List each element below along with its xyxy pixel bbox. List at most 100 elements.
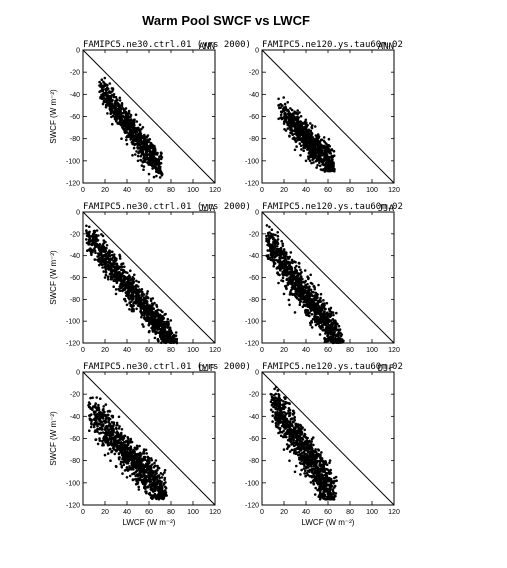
data-point <box>283 114 287 117</box>
data-point <box>289 289 293 292</box>
data-point <box>160 488 164 491</box>
data-point <box>321 306 325 310</box>
data-point <box>151 478 154 481</box>
data-point <box>288 303 291 307</box>
data-point <box>132 146 136 150</box>
data-point <box>145 306 148 309</box>
data-point <box>150 322 153 326</box>
data-point <box>284 269 287 272</box>
data-point <box>102 270 105 273</box>
data-point <box>308 149 312 152</box>
data-point <box>89 425 93 429</box>
data-point <box>99 82 103 86</box>
data-point <box>129 304 132 308</box>
data-point <box>148 475 152 479</box>
data-point <box>332 161 335 164</box>
data-point <box>292 281 295 284</box>
data-point <box>98 437 101 440</box>
data-point <box>145 452 148 455</box>
data-point <box>279 113 283 117</box>
data-point <box>125 284 129 288</box>
data-point <box>135 120 139 123</box>
data-point <box>93 229 96 233</box>
data-point <box>103 262 106 265</box>
data-point <box>115 270 118 274</box>
data-point <box>142 479 145 482</box>
data-point <box>159 324 162 328</box>
data-point <box>297 280 301 283</box>
data-point <box>298 125 302 129</box>
data-point <box>153 301 156 305</box>
data-point <box>291 273 294 276</box>
x-tick-label: 100 <box>187 509 199 516</box>
data-point <box>97 406 101 410</box>
data-point <box>145 135 149 139</box>
data-point <box>146 462 149 465</box>
data-point <box>324 158 328 161</box>
data-point <box>143 311 146 315</box>
data-point <box>149 299 153 303</box>
data-point <box>105 430 108 433</box>
data-point <box>308 285 311 289</box>
data-point <box>162 337 166 341</box>
data-point <box>318 306 322 310</box>
data-point <box>123 448 127 451</box>
data-point <box>128 282 132 286</box>
data-point <box>121 446 125 449</box>
data-point <box>137 303 141 307</box>
data-point <box>98 422 101 426</box>
data-point <box>138 454 141 457</box>
data-point <box>152 320 155 324</box>
data-point <box>98 247 102 250</box>
data-point <box>309 122 312 125</box>
data-point <box>102 405 105 408</box>
data-point <box>119 462 122 466</box>
data-point <box>100 94 104 98</box>
data-point <box>142 157 145 160</box>
data-point <box>115 277 119 281</box>
data-point <box>280 239 284 243</box>
data-point <box>119 289 122 292</box>
data-point <box>115 115 119 118</box>
data-point <box>276 234 280 238</box>
data-point <box>329 328 333 332</box>
data-point <box>128 125 131 129</box>
data-point <box>121 111 125 115</box>
data-point <box>142 472 146 475</box>
data-point <box>281 256 285 260</box>
data-point <box>318 298 322 302</box>
data-point <box>101 250 104 253</box>
data-point <box>141 470 145 473</box>
data-point <box>149 143 152 147</box>
x-tick-label: 80 <box>346 347 354 354</box>
data-point <box>90 243 94 247</box>
data-point <box>310 290 314 294</box>
data-point <box>139 147 143 151</box>
data-point <box>302 297 306 301</box>
data-point <box>162 483 166 486</box>
data-point <box>128 308 131 311</box>
data-point <box>153 475 156 479</box>
data-point <box>319 327 323 330</box>
data-point <box>160 476 164 479</box>
data-point <box>324 319 327 323</box>
data-point <box>313 125 317 128</box>
data-point <box>131 288 135 292</box>
data-point <box>329 339 332 343</box>
data-point <box>159 482 163 486</box>
data-point <box>309 129 313 133</box>
data-point <box>292 284 295 288</box>
data-point <box>117 452 121 456</box>
data-point <box>278 103 281 107</box>
data-point <box>138 123 142 126</box>
data-point <box>151 316 154 320</box>
data-point <box>125 466 129 469</box>
data-point <box>314 159 318 163</box>
data-point <box>108 410 112 413</box>
data-point <box>152 149 155 152</box>
data-point <box>271 251 275 255</box>
data-point <box>114 426 118 430</box>
data-point <box>275 267 279 270</box>
data-point <box>113 258 117 261</box>
data-point <box>140 159 143 162</box>
